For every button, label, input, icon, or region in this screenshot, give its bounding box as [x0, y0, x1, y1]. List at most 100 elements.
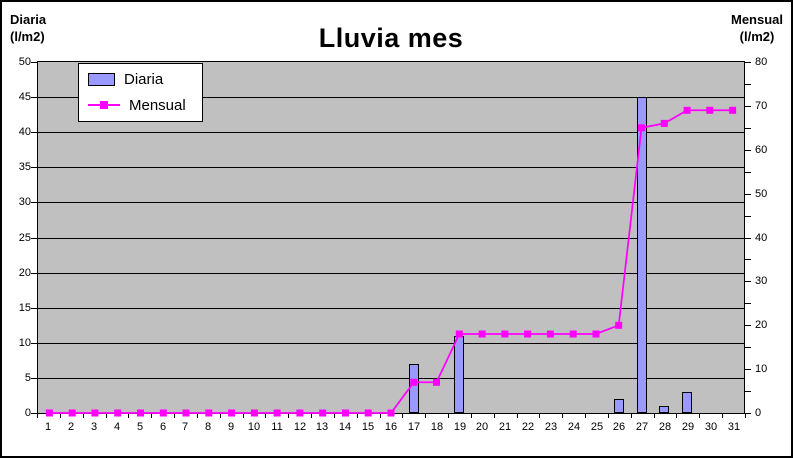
gridline [38, 97, 744, 98]
gridline [38, 167, 744, 168]
x-axis-label-day-3: 3 [90, 421, 98, 433]
right-axis-label: 80 [755, 56, 768, 68]
x-axis-label-day-15: 15 [361, 421, 375, 433]
x-axis-tick [151, 414, 152, 418]
left-axis-label: 10 [18, 337, 31, 349]
mensual-marker-day-20 [478, 330, 486, 338]
x-axis-label-day-27: 27 [635, 421, 649, 433]
right-axis-tick [745, 150, 751, 151]
x-axis-tick [288, 414, 289, 418]
mensual-marker-day-26 [615, 321, 623, 329]
mensual-marker-day-16 [387, 409, 395, 417]
left-axis-label: 45 [18, 91, 31, 103]
left-axis-tick [31, 273, 37, 274]
x-axis-label-day-1: 1 [44, 421, 52, 433]
right-axis-tick [745, 216, 751, 217]
x-axis-tick [471, 414, 472, 418]
right-axis-tick [745, 194, 751, 195]
x-axis-tick [494, 414, 495, 418]
x-axis-label-day-19: 19 [453, 421, 467, 433]
mensual-marker-day-3 [91, 409, 99, 417]
legend-item-mensual: Mensual [88, 97, 198, 114]
x-axis-tick [60, 414, 61, 418]
x-axis-tick [334, 414, 335, 418]
right-axis-tick [745, 62, 751, 63]
line-swatch-marker-icon [100, 101, 108, 110]
left-axis-tick [31, 308, 37, 309]
x-axis-tick [699, 414, 700, 418]
x-axis-label-day-20: 20 [475, 421, 489, 433]
gridline [38, 202, 744, 203]
x-axis-label-day-4: 4 [113, 421, 121, 433]
right-axis-tick [745, 391, 751, 392]
x-axis-label-day-21: 21 [498, 421, 512, 433]
left-axis-label: 5 [24, 372, 31, 384]
right-axis-label: 60 [755, 144, 768, 156]
mensual-marker-day-24 [569, 330, 577, 338]
mensual-marker-day-25 [592, 330, 600, 338]
x-axis-tick [654, 414, 655, 418]
x-axis-label-day-22: 22 [521, 421, 535, 433]
x-axis-tick [220, 414, 221, 418]
bar-diaria-day-29 [682, 392, 692, 413]
x-axis-label-day-29: 29 [681, 421, 695, 433]
legend-label-diaria: Diaria [124, 71, 164, 89]
left-axis-label: 50 [18, 56, 31, 68]
x-axis-tick [562, 414, 563, 418]
mensual-marker-day-1 [45, 409, 53, 417]
right-axis-label: 10 [755, 363, 768, 375]
left-axis-tick [31, 97, 37, 98]
right-axis-tick [745, 172, 751, 173]
legend-label-mensual: Mensual [129, 96, 186, 114]
mensual-marker-day-6 [159, 409, 167, 417]
x-axis-label-day-13: 13 [315, 421, 329, 433]
left-axis-tick [31, 413, 37, 414]
right-axis-label: 0 [755, 407, 762, 419]
x-axis-label-day-7: 7 [181, 421, 189, 433]
x-axis-label-day-23: 23 [544, 421, 558, 433]
left-axis-tick [31, 378, 37, 379]
x-axis-label-day-14: 14 [338, 421, 352, 433]
right-axis-tick [745, 347, 751, 348]
x-axis-label-day-18: 18 [430, 421, 444, 433]
x-axis-tick [380, 414, 381, 418]
gridline [38, 343, 744, 344]
x-axis-label-day-5: 5 [136, 421, 144, 433]
right-axis-label: 20 [755, 319, 768, 331]
mensual-marker-day-27 [638, 124, 645, 132]
x-axis-tick [539, 414, 540, 418]
right-axis-label: 40 [755, 232, 768, 244]
gridline [38, 132, 744, 133]
line-series-swatch-icon [88, 101, 120, 110]
left-axis-label: 20 [18, 267, 31, 279]
right-axis-tick [745, 303, 751, 304]
mensual-marker-day-22 [524, 330, 532, 338]
right-axis-label: 70 [755, 100, 768, 112]
x-axis-label-day-9: 9 [227, 421, 235, 433]
x-axis-tick [448, 414, 449, 418]
x-axis-tick [402, 414, 403, 418]
left-axis-label: 35 [18, 161, 31, 173]
right-axis-tick [745, 259, 751, 260]
x-axis-label-day-30: 30 [704, 421, 718, 433]
x-axis-tick [128, 414, 129, 418]
bar-diaria-day-28 [659, 406, 669, 413]
x-axis-label-day-17: 17 [407, 421, 421, 433]
mensual-marker-day-11 [273, 409, 281, 417]
mensual-line [49, 109, 733, 414]
gridline [38, 238, 744, 239]
right-axis-tick [745, 84, 751, 85]
x-axis-tick [197, 414, 198, 418]
mensual-marker-day-5 [137, 409, 144, 417]
left-axis-label: 40 [18, 126, 31, 138]
mensual-marker-day-4 [114, 409, 122, 417]
x-axis-label-day-26: 26 [612, 421, 626, 433]
x-axis-tick [106, 414, 107, 418]
bar-diaria-day-27 [637, 97, 647, 413]
right-axis-tick [745, 128, 751, 129]
x-axis-tick [676, 414, 677, 418]
x-axis-tick [517, 414, 518, 418]
x-axis-label-day-11: 11 [271, 421, 283, 433]
x-axis-tick [585, 414, 586, 418]
